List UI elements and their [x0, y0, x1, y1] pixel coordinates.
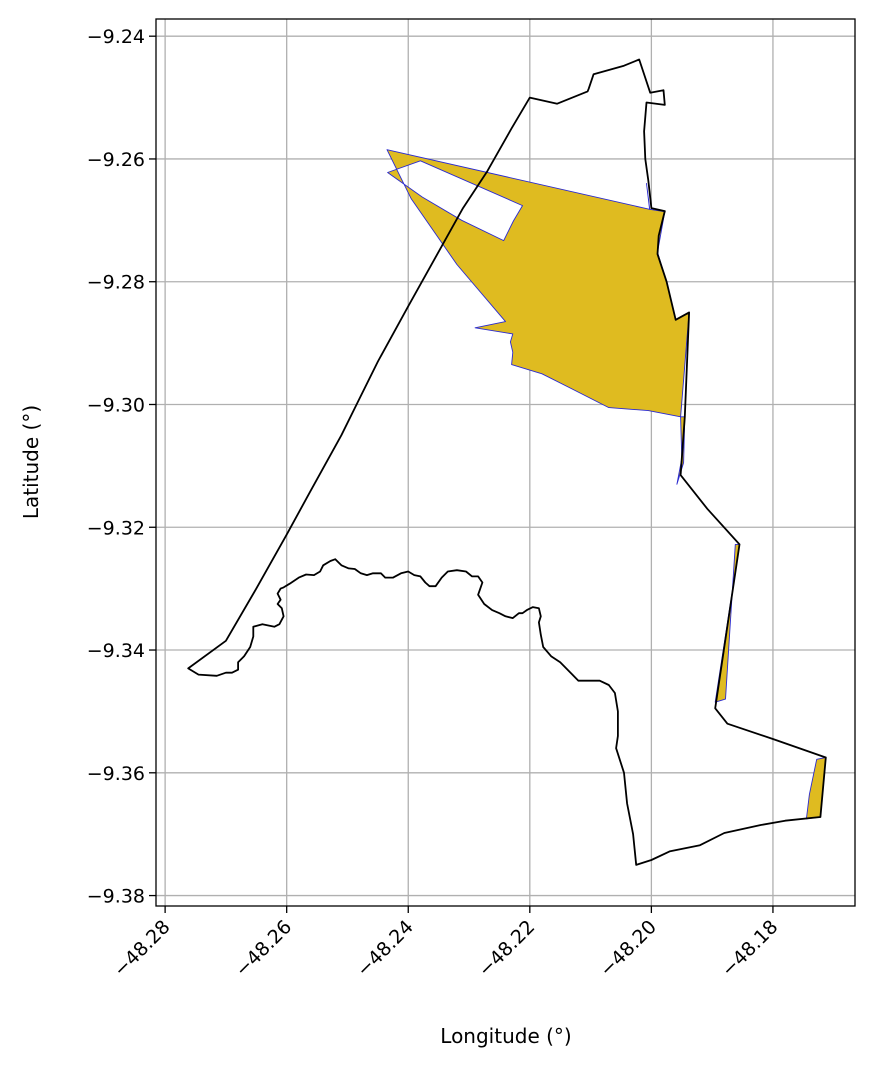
y-axis-label: Latitude (°)	[19, 405, 43, 519]
filled-area-4	[646, 183, 651, 210]
boundary-line	[187, 58, 827, 866]
filled-area-0	[386, 149, 690, 418]
x-axis-label: Longitude (°)	[440, 1024, 571, 1048]
y-axis-ticks: −9.24 −9.26 −9.28 −9.30 −9.32 −9.34 −9.36 −9.38	[87, 26, 156, 908]
boundary-outline	[187, 58, 827, 866]
y-tick-label-3: −9.30	[87, 394, 145, 416]
y-tick-label-6: −9.36	[87, 763, 145, 785]
y-tick-label-5: −9.34	[87, 640, 145, 662]
x-tick-label-4: −48.20	[596, 916, 661, 981]
y-tick-label-7: −9.38	[87, 886, 145, 908]
filled-areas	[386, 149, 827, 820]
x-tick-label-0: −48.28	[109, 916, 174, 981]
x-tick-label-1: −48.26	[231, 916, 296, 981]
y-tick-label-4: −9.32	[87, 517, 145, 539]
x-axis-ticks: −48.28 −48.26 −48.24 −48.22 −48.20 −48.18	[109, 906, 782, 981]
x-tick-label-5: −48.18	[717, 916, 782, 981]
x-tick-label-3: −48.22	[474, 916, 539, 981]
y-tick-label-2: −9.28	[87, 272, 145, 294]
gridlines	[156, 19, 855, 906]
y-tick-label-0: −9.24	[87, 26, 145, 48]
plot-area-frame	[155, 18, 856, 907]
y-tick-label-1: −9.26	[87, 149, 145, 171]
x-tick-label-2: −48.24	[352, 916, 417, 981]
